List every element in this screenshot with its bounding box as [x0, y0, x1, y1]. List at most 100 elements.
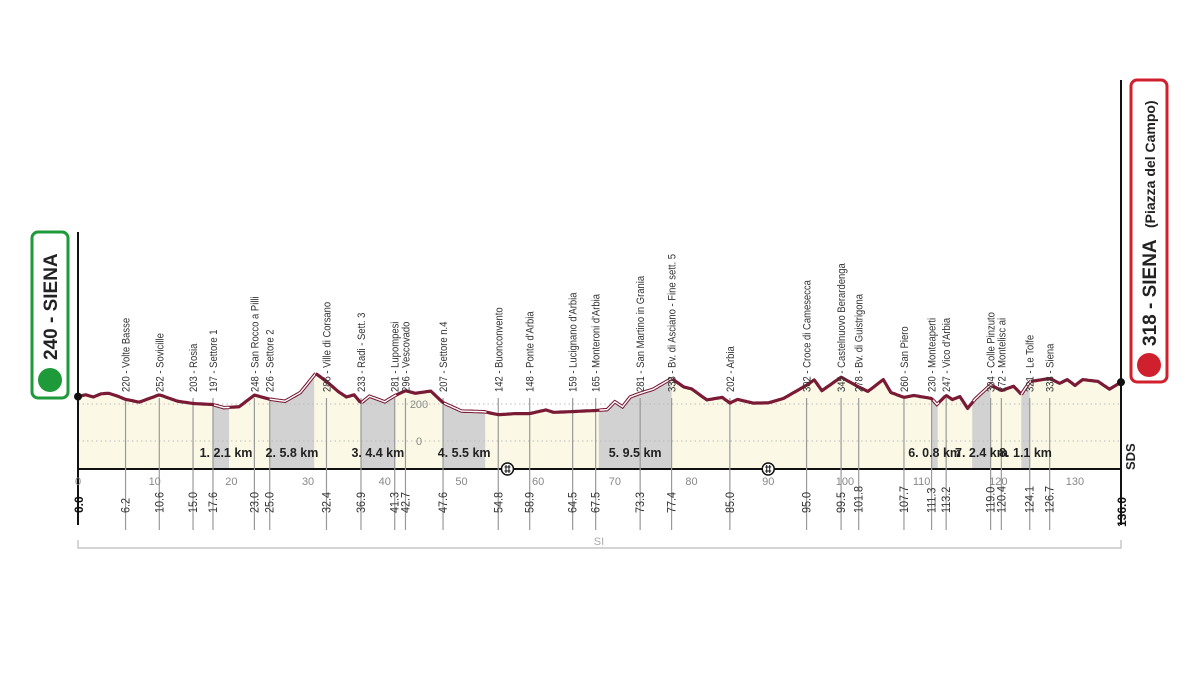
gravel-sector-label: 5. 9.5 km — [609, 446, 662, 460]
start-badge: 240 - SIENA — [30, 230, 70, 400]
gravel-sector-label: 2. 5.8 km — [266, 446, 319, 460]
elevation-gridline-label: 200 — [410, 399, 428, 411]
finish-point — [1117, 378, 1125, 387]
start-label: 240 - SIENA — [41, 253, 62, 360]
intermediate-sprint-icon — [761, 462, 775, 476]
waypoint-km: 58.9 — [524, 492, 537, 513]
x-tick-label: 80 — [685, 476, 697, 488]
x-tick-label: 110 — [913, 476, 931, 488]
start-point — [74, 392, 82, 401]
finish-sublabel: (Piazza del Campo) — [1142, 100, 1158, 228]
gravel-sector-area — [972, 384, 991, 469]
waypoint-km: 126.7 — [1044, 486, 1057, 513]
bracket-si: SI — [77, 536, 1122, 549]
x-tick-label: 90 — [762, 476, 774, 488]
intermediate-sprint-icon — [500, 462, 515, 476]
waypoint-label: 202 - Arbia — [725, 346, 737, 392]
bracket-label: SI — [594, 536, 604, 548]
waypoint-km: 54.8 — [493, 492, 506, 513]
x-tick-label: 120 — [989, 476, 1007, 488]
x-tick-label: 30 — [302, 476, 314, 488]
waypoint-label: 248 - San Rocco a Pilli — [250, 296, 262, 392]
gravel-sector-label: 8. 1.1 km — [999, 446, 1052, 460]
gravel-sector-area — [931, 398, 938, 469]
waypoint-km: 47.6 — [438, 492, 451, 513]
waypoint-label: 230 - Monteaperti — [927, 318, 939, 392]
gravel-profile-line-inner — [269, 373, 317, 402]
cyclist-icon — [38, 368, 62, 392]
waypoint-label: 338 - Siena — [1045, 343, 1057, 392]
waypoint-label: 281 - San Martino in Grania — [636, 276, 648, 392]
gravel-sector-label: 4. 5.5 km — [438, 446, 491, 460]
gravel-profile-line-inner — [361, 394, 397, 404]
waypoint-label: 272 - Montelisc ai — [997, 318, 1009, 392]
waypoint-label: 304 - Colle Pinzuto — [986, 312, 998, 392]
gravel-sector-label: 1. 2.1 km — [200, 446, 253, 460]
gravel-sector-label: 7. 2.4 km — [955, 446, 1008, 460]
x-tick-label: 60 — [532, 476, 544, 488]
waypoint-label: 142 - Buonconvento — [494, 307, 506, 392]
gravel-sector-area — [360, 395, 395, 469]
waypoint-km: 124.1 — [1024, 486, 1037, 513]
waypoint-km: 25.0 — [264, 492, 277, 513]
waypoint-km: 120.4 — [996, 485, 1009, 513]
x-tick-label: 0 — [75, 476, 81, 488]
profile-line — [671, 375, 935, 405]
waypoint-label: 203 - Rosia — [188, 343, 200, 392]
x-tick-label: 40 — [379, 476, 391, 488]
elevation-gridline-label: 0 — [416, 436, 422, 448]
x-tick-label: 100 — [836, 476, 854, 488]
waypoint-label: 226 - Settore 2 — [265, 329, 277, 392]
sds-logo-text: SDS — [1123, 443, 1138, 470]
waypoint-label: 278 - Bv. di Guistrigona — [854, 294, 866, 392]
waypoint-label: 233 - Radi - Sett. 3 — [356, 312, 368, 392]
waypoint-label: 286 - Ville di Corsano — [322, 302, 334, 392]
waypoint-km: 101.8 — [853, 486, 866, 513]
x-tick-label: 10 — [149, 476, 161, 488]
profile-line — [229, 393, 271, 409]
gravel-profile-line-inner — [972, 383, 993, 402]
gravel-profile-line-inner — [1020, 380, 1032, 395]
profile-line — [991, 384, 1023, 396]
gravel-profile-line-inner — [443, 402, 487, 413]
waypoint-km: 42.7 — [400, 492, 413, 513]
x-tick-label: 130 — [1066, 476, 1084, 488]
waypoint-km: 119.0 — [985, 487, 998, 513]
waypoint-label: 247 - Vico d'Arbia — [942, 318, 954, 392]
waypoint-label: 338 - Bv. di Asciano - Fine sett. 5 — [667, 254, 679, 392]
waypoint-label: 281 - Lupompesi — [390, 322, 402, 392]
waypoint-km: 10.6 — [154, 492, 167, 513]
waypoint-km: 36.9 — [356, 492, 369, 513]
waypoint-label: 345 - Castelnuovo Berardenga — [836, 263, 848, 392]
waypoint-km: 15.0 — [188, 492, 201, 513]
gravel-profile-line-inner — [599, 378, 673, 411]
waypoint-label: 260 - San Piero — [899, 326, 911, 392]
profile-line — [486, 408, 600, 417]
waypoint-km: 6.2 — [120, 498, 133, 513]
gravel-sector-area — [212, 404, 230, 469]
waypoint-km: 77.4 — [666, 491, 679, 513]
waypoint-km: 41.3 — [389, 492, 402, 513]
profile-line — [77, 391, 215, 407]
gravel-sector-label: 3. 4.4 km — [351, 446, 404, 460]
waypoint-km: 111.3 — [926, 488, 939, 513]
waypoint-label: 321 - Le Tolfe — [1025, 335, 1037, 392]
waypoint-label: 252 - Sovicille — [155, 333, 167, 392]
waypoint-km: 64.5 — [567, 492, 580, 513]
waypoint-label: 296 - Vescovado — [401, 321, 413, 392]
gravel-sector-area — [269, 375, 315, 469]
profile-line — [395, 389, 446, 405]
x-tick-label: 20 — [225, 476, 237, 488]
waypoint-km: 17.6 — [208, 492, 221, 513]
profile-line — [937, 394, 975, 410]
waypoint-label: 302 - Croce di Camesecca — [802, 280, 814, 392]
gravel-sector-area — [443, 402, 486, 469]
gravel-sector-label: 6. 0.8 km — [908, 446, 961, 460]
waypoint-label: 197 - Settore 1 — [208, 329, 220, 392]
profile-line — [1030, 377, 1122, 391]
waypoint-km: 99.5 — [836, 492, 849, 513]
waypoint-km: 23.0 — [249, 492, 262, 513]
waypoint-label: 165 - Monteroni d'Arbia — [591, 294, 603, 392]
waypoint-label: 220 - Volte Basse — [121, 318, 133, 392]
